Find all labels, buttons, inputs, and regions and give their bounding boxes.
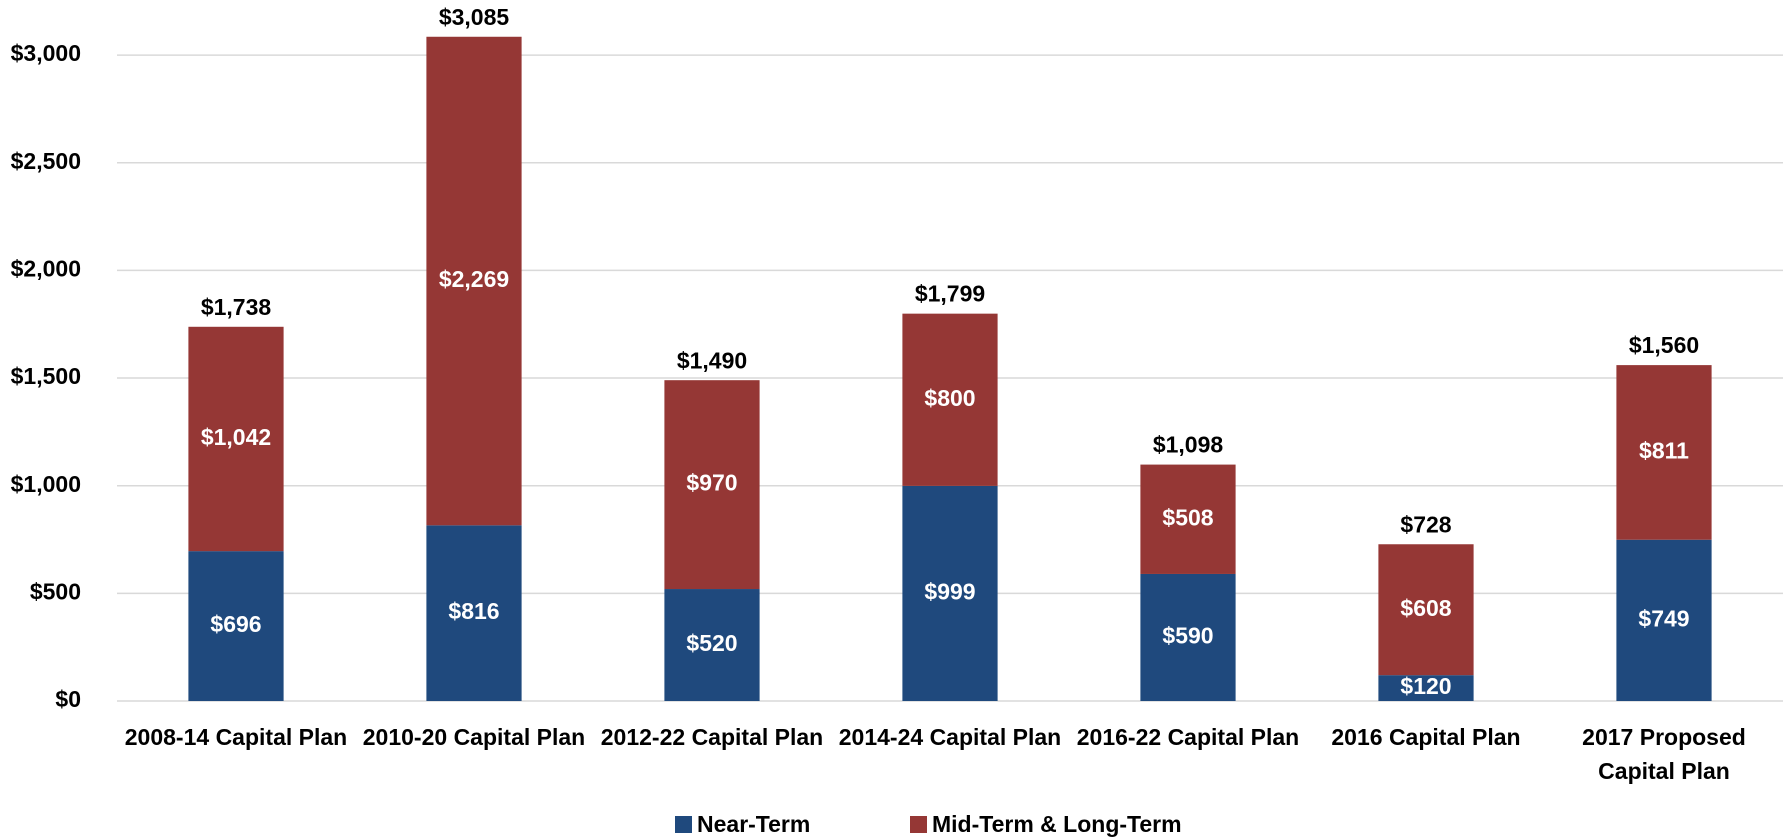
value-label: $2,269 xyxy=(439,266,509,292)
total-label: $1,490 xyxy=(677,347,747,373)
total-label: $3,085 xyxy=(439,4,510,30)
total-label: $1,098 xyxy=(1153,432,1224,458)
y-tick-label: $1,500 xyxy=(11,363,81,389)
bar-segment xyxy=(188,551,284,701)
x-tick-label: 2014-24 Capital Plan xyxy=(838,724,1062,750)
total-label: $1,738 xyxy=(201,294,272,320)
total-label: $1,799 xyxy=(915,281,985,307)
y-tick-label: $1,000 xyxy=(11,471,81,497)
value-label: $970 xyxy=(686,470,737,496)
bar-segment xyxy=(188,326,284,552)
value-label: $608 xyxy=(1400,595,1451,621)
x-tick-label: 2012-22 Capital Plan xyxy=(600,724,824,750)
total-label: $1,560 xyxy=(1629,332,1699,358)
bar-segment xyxy=(664,380,760,590)
value-label: $800 xyxy=(924,385,975,411)
value-label: $999 xyxy=(924,579,975,605)
bar-segment xyxy=(902,313,998,486)
bar-segment xyxy=(664,589,760,701)
y-tick-label: $500 xyxy=(30,578,81,604)
bar-segment xyxy=(1616,365,1712,540)
bar-segment xyxy=(1378,544,1474,676)
value-label: $696 xyxy=(210,611,261,637)
y-tick-label: $2,500 xyxy=(11,148,81,174)
value-label: $520 xyxy=(686,630,737,656)
x-tick-label: 2017 Proposed Capital Plan xyxy=(1582,724,1746,784)
legend-label: Near-Term xyxy=(697,811,810,837)
legend-swatch xyxy=(910,816,927,833)
legend-label: Mid-Term & Long-Term xyxy=(932,811,1182,837)
bar-segment xyxy=(902,485,998,701)
value-label: $811 xyxy=(1639,437,1689,463)
total-label: $728 xyxy=(1400,511,1451,537)
y-tick-label: $2,000 xyxy=(11,255,81,281)
legend-swatch xyxy=(675,816,692,833)
bar-segment xyxy=(1378,675,1474,701)
x-tick-label: 2016-22 Capital Plan xyxy=(1076,724,1300,750)
value-label: $816 xyxy=(448,598,499,624)
x-tick-label: 2016 Capital Plan xyxy=(1331,724,1521,750)
x-tick-label: 2010-20 Capital Plan xyxy=(362,724,586,750)
value-label: $120 xyxy=(1400,673,1451,699)
value-label: $590 xyxy=(1162,623,1213,649)
x-tick-label: 2008-14 Capital Plan xyxy=(124,724,348,750)
bar-segment xyxy=(1616,539,1712,701)
y-tick-label: $3,000 xyxy=(11,40,81,66)
bar-segment xyxy=(426,525,522,701)
y-tick-label: $0 xyxy=(55,686,81,712)
bar-segment xyxy=(1140,573,1236,701)
bar-segment xyxy=(1140,464,1236,574)
value-label: $749 xyxy=(1638,605,1689,631)
value-label: $508 xyxy=(1162,504,1213,530)
bar-segment xyxy=(426,36,522,526)
value-label: $1,042 xyxy=(201,424,271,450)
